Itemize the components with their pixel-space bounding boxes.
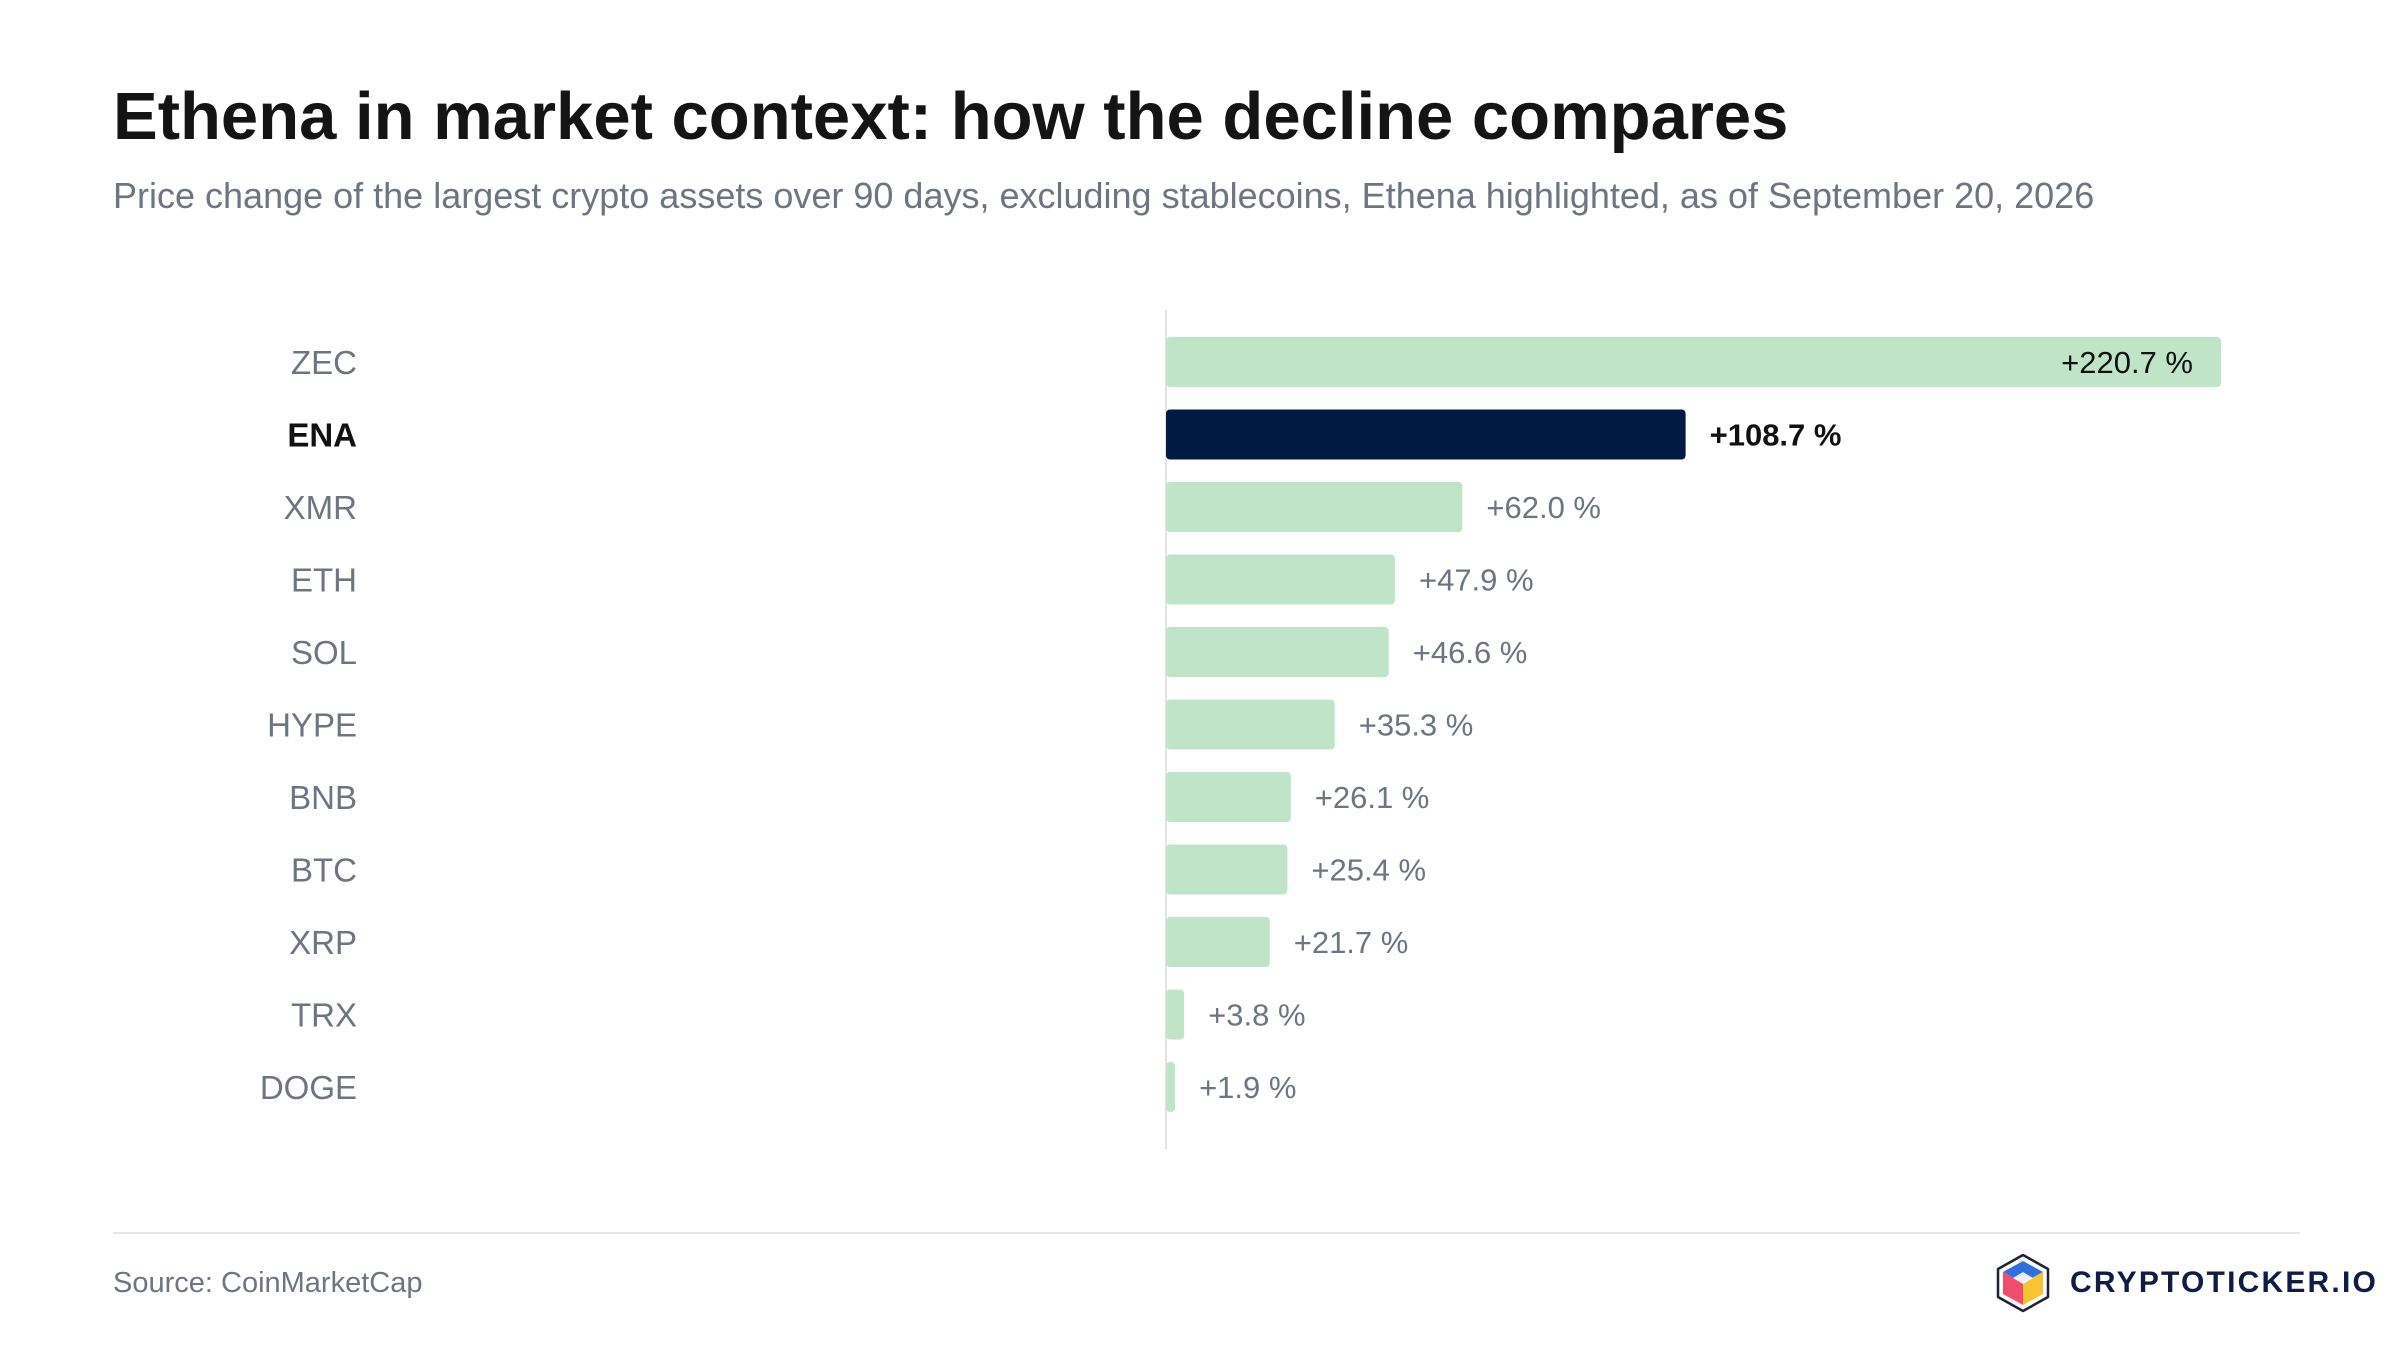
bar-ena — [1166, 409, 1686, 460]
data-label-xrp: +21.7 % — [1294, 925, 1409, 960]
brand[interactable]: CRYPTOTICKER.IO — [1992, 1252, 2378, 1314]
bar-xmr — [1166, 482, 1463, 532]
category-label-ena: ENA — [287, 417, 357, 454]
footer-divider — [113, 1232, 2300, 1234]
brand-name: CRYPTOTICKER.IO — [2070, 1266, 2379, 1299]
bar-hype — [1166, 699, 1335, 750]
chart-title: Ethena in market context: how the declin… — [113, 79, 1789, 154]
source-note: Source: CoinMarketCap — [113, 1267, 423, 1299]
data-label-sol: +46.6 % — [1413, 635, 1528, 670]
bar-trx — [1166, 989, 1185, 1040]
category-label-btc: BTC — [291, 852, 357, 889]
data-label-zec: +220.7 % — [2061, 345, 2193, 380]
bar-zec — [1166, 337, 2221, 387]
bar-chart: ZEC +220.7 % ENA +108.7 % XMR +62.0 % ETH +47.9… — [260, 310, 2221, 1149]
data-label-hype: +35.3 % — [1359, 708, 1474, 743]
bar-btc — [1166, 844, 1288, 895]
category-label-xrp: XRP — [289, 924, 357, 961]
category-label-trx: TRX — [291, 997, 357, 1034]
category-label-doge: DOGE — [260, 1069, 357, 1106]
data-label-trx: +3.8 % — [1208, 998, 1305, 1033]
bar-xrp — [1166, 917, 1270, 967]
chart-subtitle: Price change of the largest crypto asset… — [113, 175, 2095, 216]
bar-sol — [1166, 627, 1389, 677]
data-label-btc: +25.4 % — [1311, 853, 1426, 888]
data-label-xmr: +62.0 % — [1486, 490, 1601, 525]
bar-eth — [1166, 554, 1395, 605]
category-label-hype: HYPE — [267, 707, 357, 744]
data-label-eth: +47.9 % — [1419, 563, 1534, 598]
category-label-eth: ETH — [291, 562, 357, 599]
data-label-ena: +108.7 % — [1710, 418, 1842, 453]
category-label-zec: ZEC — [291, 344, 357, 381]
bar-bnb — [1166, 772, 1291, 822]
isometric-cube-logo-icon — [1996, 1253, 2050, 1313]
bar-doge — [1166, 1062, 1176, 1112]
category-label-sol: SOL — [291, 634, 357, 671]
category-label-xmr: XMR — [284, 489, 357, 526]
data-label-bnb: +26.1 % — [1315, 780, 1430, 815]
category-label-bnb: BNB — [289, 779, 357, 816]
data-label-doge: +1.9 % — [1199, 1070, 1296, 1105]
